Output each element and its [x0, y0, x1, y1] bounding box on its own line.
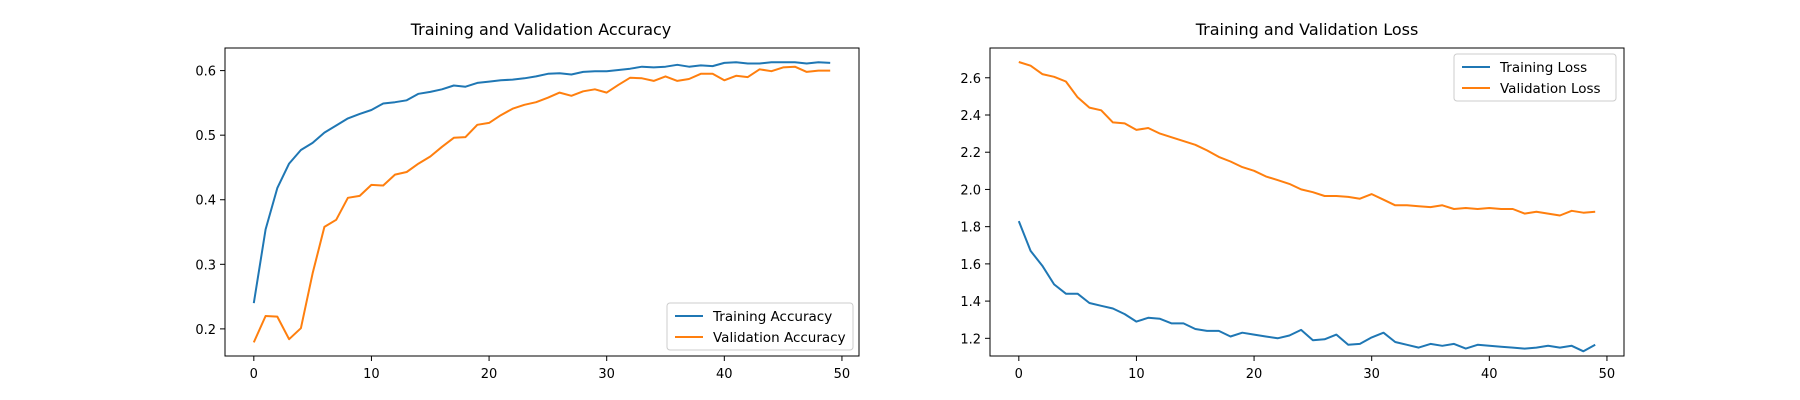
loss-x-tick-label: 20 [1246, 367, 1263, 382]
loss-chart-title: Training and Validation Loss [1195, 20, 1419, 39]
loss-y-tick-label: 2.4 [960, 109, 981, 124]
accuracy-y-tick-label: 0.6 [195, 65, 216, 80]
loss-x-tick-label: 30 [1363, 367, 1380, 382]
accuracy-legend-box [666, 302, 854, 351]
accuracy-series-validation-line [252, 65, 831, 343]
loss-y-tick-label: 2.6 [960, 72, 981, 87]
loss-legend-label-validation: Validation Loss [1500, 81, 1601, 97]
loss-y-tick-label: 1.6 [960, 258, 981, 273]
loss-chart: Training and Validation Loss 0 10 20 30 40 50… [960, 20, 1625, 382]
accuracy-chart: Training and Validation Accuracy 0 10 20 30… [195, 20, 860, 382]
loss-y-tick-label: 1.8 [960, 221, 981, 236]
accuracy-plot-area [252, 61, 831, 343]
accuracy-x-tick-label: 40 [716, 367, 733, 382]
accuracy-x-tick-label: 30 [598, 367, 615, 382]
accuracy-legend-label-validation: Validation Accuracy [713, 330, 846, 346]
accuracy-y-tick-label: 0.3 [195, 258, 216, 273]
accuracy-legend: Training Accuracy Validation Accuracy [666, 302, 854, 351]
loss-x-tick-label: 0 [1015, 367, 1023, 382]
accuracy-axes-frame [224, 47, 860, 357]
loss-legend-box [1453, 53, 1617, 102]
loss-x-tick-label: 50 [1599, 367, 1616, 382]
loss-series-validation-line [1018, 61, 1596, 217]
accuracy-x-tick-label: 0 [250, 367, 258, 382]
accuracy-y-tick-label: 0.5 [195, 129, 216, 144]
accuracy-x-tick-label: 20 [481, 367, 498, 382]
loss-x-tick-label: 40 [1481, 367, 1498, 382]
loss-y-tick-label: 1.4 [960, 295, 981, 310]
loss-y-tick-label: 2.0 [960, 183, 981, 198]
loss-legend: Training Loss Validation Loss [1453, 53, 1617, 102]
loss-y-tick-label: 2.2 [960, 146, 981, 161]
loss-y-tick-label: 1.2 [960, 332, 981, 347]
loss-x-ticks: 0 10 20 30 40 50 [1015, 356, 1616, 382]
loss-x-tick-label: 10 [1128, 367, 1145, 382]
loss-legend-label-training: Training Loss [1499, 60, 1587, 76]
loss-series-training-line [1017, 220, 1596, 353]
accuracy-y-ticks: 0.2 0.3 0.4 0.5 0.6 [195, 65, 225, 338]
accuracy-chart-title: Training and Validation Accuracy [410, 20, 672, 39]
loss-axes-frame [989, 47, 1625, 357]
accuracy-x-tick-label: 10 [363, 367, 380, 382]
accuracy-legend-label-training: Training Accuracy [712, 309, 832, 325]
accuracy-x-ticks: 0 10 20 30 40 50 [250, 356, 851, 382]
accuracy-y-tick-label: 0.4 [195, 194, 216, 209]
loss-plot-area [1017, 61, 1596, 353]
accuracy-y-tick-label: 0.2 [195, 323, 216, 338]
loss-y-ticks: 1.2 1.4 1.6 1.8 2.0 2.2 2.4 2.6 [960, 72, 990, 347]
accuracy-series-training-line [252, 61, 831, 304]
accuracy-x-tick-label: 50 [834, 367, 851, 382]
